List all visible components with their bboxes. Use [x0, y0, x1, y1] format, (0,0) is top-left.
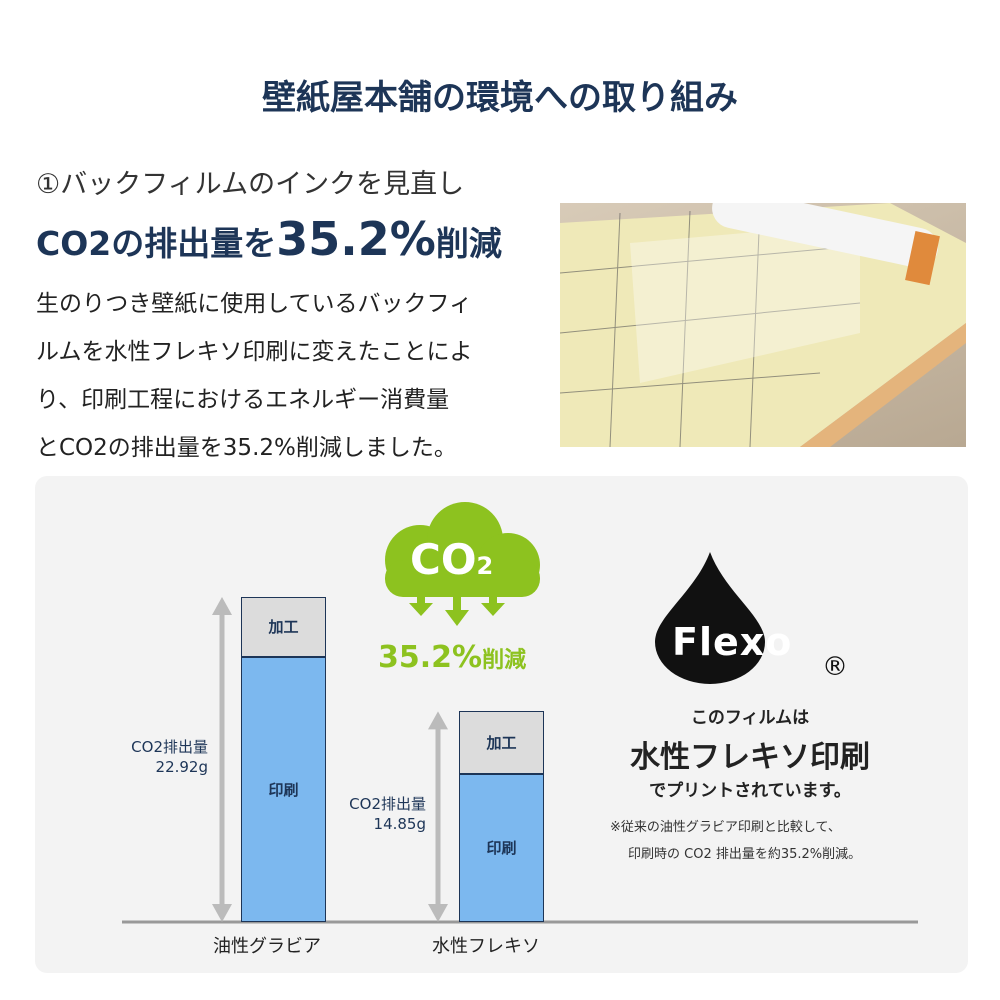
headline-percent: 35.2%: [276, 212, 436, 266]
total-arrow: [428, 711, 448, 922]
bar-segment-processing: 加工: [241, 597, 326, 657]
flexo-line2: 水性フレキソ印刷: [630, 740, 870, 775]
co2-cloud-icon: [385, 502, 540, 626]
reduction-label: 35.2%削減: [378, 640, 527, 675]
flexo-note2: 印刷時の CO2 排出量を約35.2%削減。: [628, 847, 862, 862]
total-label-flexo: CO2排出量 14.85g: [349, 795, 426, 833]
flexo-line1: このフィルムは: [690, 708, 810, 728]
total-label-gravure: CO2排出量 22.92g: [131, 738, 208, 776]
body-line: ルムを水性フレキソ印刷に変えたことによ: [36, 339, 473, 365]
page-title: 壁紙屋本舗の環境への取り組み: [262, 78, 738, 118]
flexo-drop-icon: [655, 552, 765, 684]
flexo-line3: でプリントされています。: [649, 781, 851, 801]
body-text: 生のりつき壁紙に使用しているバックフィ ルムを水性フレキソ印刷に変えたことによ …: [36, 280, 556, 472]
total-arrow: [212, 597, 232, 922]
headline: CO2の排出量を35.2%削減: [36, 212, 502, 266]
body-line: とCO2の排出量を35.2%削減しました。: [36, 435, 457, 461]
section-subtitle: ①バックフィルムのインクを見直し: [36, 169, 465, 200]
wallpaper-roll-illustration: [560, 203, 966, 447]
registered-mark: ®: [822, 652, 848, 682]
category-gravure: 油性グラビア: [213, 936, 321, 957]
bar-segment-printing: 印刷: [241, 656, 326, 922]
bar-segment-printing: 印刷: [459, 773, 544, 922]
flexo-note1: ※従来の油性グラビア印刷と比較して、: [610, 820, 841, 835]
flexo-logo: Flexo: [672, 620, 793, 664]
body-line: り、印刷工程におけるエネルギー消費量: [36, 387, 450, 413]
headline-suffix: 削減: [435, 224, 502, 263]
cloud-label: CO2: [410, 535, 494, 584]
body-line: 生のりつき壁紙に使用しているバックフィ: [36, 291, 473, 317]
category-flexo: 水性フレキソ: [432, 936, 540, 957]
headline-prefix: CO2の排出量を: [36, 224, 277, 263]
bar-segment-processing: 加工: [459, 711, 544, 774]
product-photo: [560, 203, 966, 447]
